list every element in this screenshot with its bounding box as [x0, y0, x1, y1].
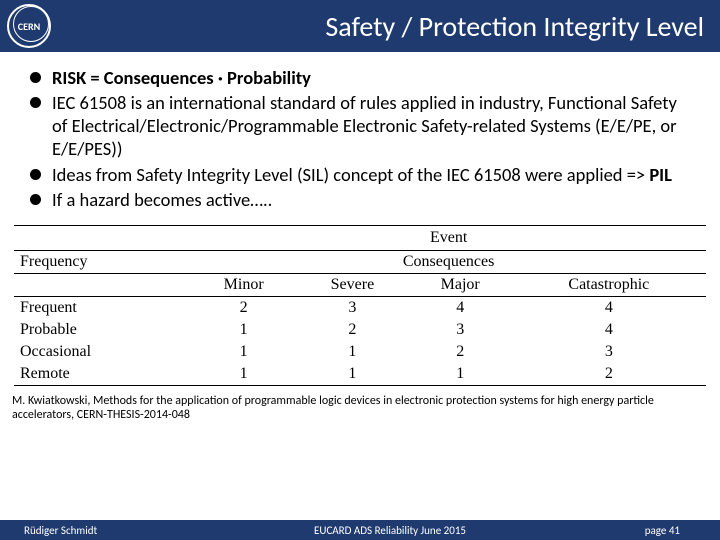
table-cell: 4: [512, 296, 706, 319]
table-row-label: Frequent: [14, 296, 191, 319]
table-cell: 1: [409, 363, 512, 386]
table-row-label: Occasional: [14, 341, 191, 363]
table-cell: 2: [191, 296, 296, 319]
table-col-header: Severe: [296, 273, 409, 296]
header-bar: CERN Safety / Protection Integrity Level: [0, 0, 720, 52]
table-col-header: Major: [409, 273, 512, 296]
table-cell: 1: [191, 363, 296, 386]
table-cell: 1: [191, 341, 296, 363]
table-cell: 3: [296, 296, 409, 319]
table-cell: 1: [296, 363, 409, 386]
slide-title: Safety / Protection Integrity Level: [58, 9, 720, 44]
table-frequency-header: Frequency: [14, 250, 191, 273]
table-row-label: Probable: [14, 319, 191, 341]
table-col-header: Minor: [191, 273, 296, 296]
table-cell: 3: [409, 319, 512, 341]
bullet-item: IEC 61508 is an international standard o…: [28, 91, 692, 160]
table-cell: 4: [512, 319, 706, 341]
table-cell: 1: [191, 319, 296, 341]
table-cell: 2: [296, 319, 409, 341]
content-area: RISK = Consequences · ProbabilityIEC 615…: [0, 52, 720, 219]
table-cell: 2: [512, 363, 706, 386]
table-cell: 4: [409, 296, 512, 319]
bullet-item: Ideas from Safety Integrity Level (SIL) …: [28, 163, 692, 186]
risk-table: Event Frequency Consequences MinorSevere…: [14, 225, 706, 386]
table-consequences-header: Consequences: [191, 250, 706, 273]
footer-author: Rüdiger Schmidt: [0, 524, 200, 537]
risk-table-wrap: Event Frequency Consequences MinorSevere…: [0, 225, 720, 386]
table-row-label: Remote: [14, 363, 191, 386]
citation-text: M. Kwiatkowski, Methods for the applicat…: [0, 386, 720, 427]
logo-text: CERN: [18, 20, 40, 33]
footer-event: EUCARD ADS Reliability June 2015: [200, 524, 580, 537]
table-event-header: Event: [191, 225, 706, 250]
table-cell: 1: [296, 341, 409, 363]
footer-page: page 41: [580, 524, 720, 537]
table-col-header: Catastrophic: [512, 273, 706, 296]
table-cell: 3: [512, 341, 706, 363]
bullet-item: If a hazard becomes active…..: [28, 188, 692, 211]
bullet-item: RISK = Consequences · Probability: [28, 66, 692, 89]
table-cell: 2: [409, 341, 512, 363]
bullet-list: RISK = Consequences · ProbabilityIEC 615…: [28, 66, 692, 211]
footer-bar: Rüdiger Schmidt EUCARD ADS Reliability J…: [0, 520, 720, 540]
cern-logo: CERN: [0, 0, 58, 52]
